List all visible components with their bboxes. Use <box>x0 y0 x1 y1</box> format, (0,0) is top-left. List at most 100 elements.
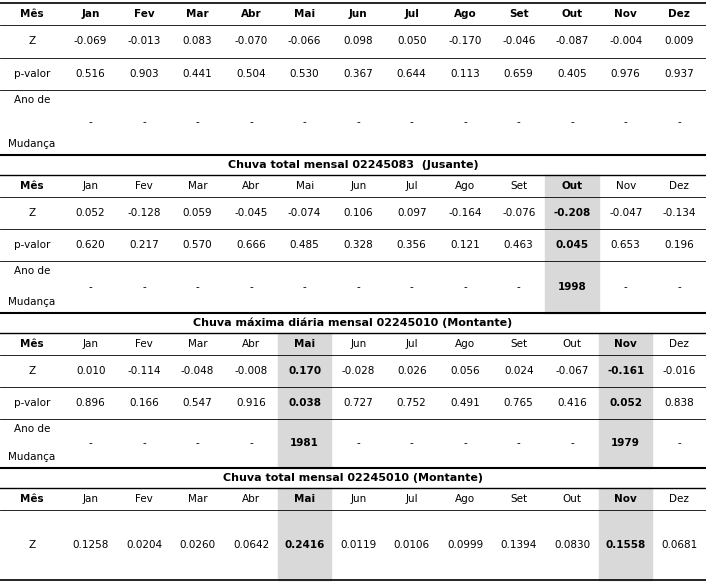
Text: -: - <box>463 282 467 292</box>
Text: 0.530: 0.530 <box>290 69 320 79</box>
Text: -: - <box>463 438 467 449</box>
Bar <box>546 175 599 313</box>
Text: 0.0260: 0.0260 <box>179 540 216 550</box>
Text: 0.547: 0.547 <box>183 398 213 408</box>
Text: -0.004: -0.004 <box>609 37 642 47</box>
Text: 0.0681: 0.0681 <box>661 540 698 550</box>
Text: 0.937: 0.937 <box>664 69 694 79</box>
Text: -0.069: -0.069 <box>74 37 107 47</box>
Text: -0.047: -0.047 <box>609 208 642 218</box>
Text: 0.976: 0.976 <box>611 69 640 79</box>
Text: 0.328: 0.328 <box>343 240 373 250</box>
Text: 0.0204: 0.0204 <box>126 540 162 550</box>
Text: -: - <box>249 282 253 292</box>
Text: 1981: 1981 <box>290 438 319 449</box>
Text: 0.1558: 0.1558 <box>606 540 646 550</box>
Text: 0.196: 0.196 <box>664 240 694 250</box>
Text: Mês: Mês <box>20 339 44 349</box>
Text: 0.727: 0.727 <box>343 398 373 408</box>
Text: -: - <box>196 118 200 127</box>
Text: 0.570: 0.570 <box>183 240 213 250</box>
Text: 0.2416: 0.2416 <box>285 540 325 550</box>
Text: -0.067: -0.067 <box>556 366 589 376</box>
Text: -: - <box>249 118 253 127</box>
Text: -0.076: -0.076 <box>502 208 535 218</box>
Text: 0.752: 0.752 <box>397 398 426 408</box>
Text: Ano de: Ano de <box>13 95 50 105</box>
Text: 0.0106: 0.0106 <box>394 540 430 550</box>
Text: Z: Z <box>28 208 35 218</box>
Text: 0.666: 0.666 <box>237 240 266 250</box>
Text: Jun: Jun <box>349 9 368 19</box>
Text: -0.028: -0.028 <box>342 366 375 376</box>
Text: Mai: Mai <box>296 181 313 191</box>
Text: Mar: Mar <box>188 181 208 191</box>
Text: Z: Z <box>28 366 35 376</box>
Text: Jul: Jul <box>405 181 418 191</box>
Text: -: - <box>89 282 92 292</box>
Text: Fev: Fev <box>136 181 153 191</box>
Text: -: - <box>570 118 574 127</box>
Text: -0.016: -0.016 <box>662 366 696 376</box>
Text: Ago: Ago <box>455 181 475 191</box>
Text: 0.0999: 0.0999 <box>447 540 484 550</box>
Text: 0.1258: 0.1258 <box>73 540 109 550</box>
Text: 0.367: 0.367 <box>343 69 373 79</box>
Text: -: - <box>570 438 574 449</box>
Text: 0.052: 0.052 <box>609 398 642 408</box>
Text: Jul: Jul <box>405 339 418 349</box>
Text: 0.083: 0.083 <box>183 37 213 47</box>
Text: 0.356: 0.356 <box>397 240 426 250</box>
Text: Mai: Mai <box>294 494 316 504</box>
Text: Set: Set <box>510 494 527 504</box>
Text: -: - <box>677 118 681 127</box>
Text: Jan: Jan <box>83 339 99 349</box>
Text: -: - <box>677 282 681 292</box>
Text: Fev: Fev <box>136 339 153 349</box>
Text: -: - <box>409 438 414 449</box>
Text: 0.896: 0.896 <box>76 398 105 408</box>
Text: Nov: Nov <box>616 181 636 191</box>
Bar <box>278 488 331 580</box>
Text: 0.0830: 0.0830 <box>554 540 590 550</box>
Text: -0.066: -0.066 <box>288 37 321 47</box>
Text: Jul: Jul <box>405 9 419 19</box>
Text: -: - <box>517 282 520 292</box>
Text: Mudança: Mudança <box>8 452 56 462</box>
Text: Ano de: Ano de <box>13 266 50 276</box>
Text: Mudança: Mudança <box>8 297 56 307</box>
Text: 0.097: 0.097 <box>397 208 426 218</box>
Text: -: - <box>463 118 467 127</box>
Text: Fev: Fev <box>136 494 153 504</box>
Text: 0.491: 0.491 <box>450 398 480 408</box>
Text: Nov: Nov <box>614 339 637 349</box>
Text: Mudança: Mudança <box>8 139 56 149</box>
Text: Dez: Dez <box>669 181 689 191</box>
Text: -: - <box>143 438 146 449</box>
Text: Abr: Abr <box>242 181 261 191</box>
Text: -: - <box>303 282 306 292</box>
Text: 0.106: 0.106 <box>343 208 373 218</box>
Text: -0.046: -0.046 <box>502 37 535 47</box>
Text: p-valor: p-valor <box>13 69 50 79</box>
Text: 0.113: 0.113 <box>450 69 480 79</box>
Text: -0.008: -0.008 <box>234 366 268 376</box>
Text: 0.485: 0.485 <box>289 240 320 250</box>
Text: Mês: Mês <box>20 494 44 504</box>
Text: 0.026: 0.026 <box>397 366 426 376</box>
Text: 0.903: 0.903 <box>129 69 159 79</box>
Text: Ano de: Ano de <box>13 424 50 434</box>
Text: 0.620: 0.620 <box>76 240 105 250</box>
Text: -0.087: -0.087 <box>556 37 589 47</box>
Text: Chuva total mensal 02245010 (Montante): Chuva total mensal 02245010 (Montante) <box>223 473 483 483</box>
Text: Out: Out <box>562 181 582 191</box>
Text: Jan: Jan <box>83 494 99 504</box>
Text: -: - <box>409 282 414 292</box>
Text: Mar: Mar <box>188 339 208 349</box>
Text: Jan: Jan <box>83 181 99 191</box>
Text: Out: Out <box>562 9 582 19</box>
Text: -: - <box>196 438 200 449</box>
Text: Z: Z <box>28 540 35 550</box>
Text: 0.050: 0.050 <box>397 37 426 47</box>
Text: -: - <box>196 282 200 292</box>
